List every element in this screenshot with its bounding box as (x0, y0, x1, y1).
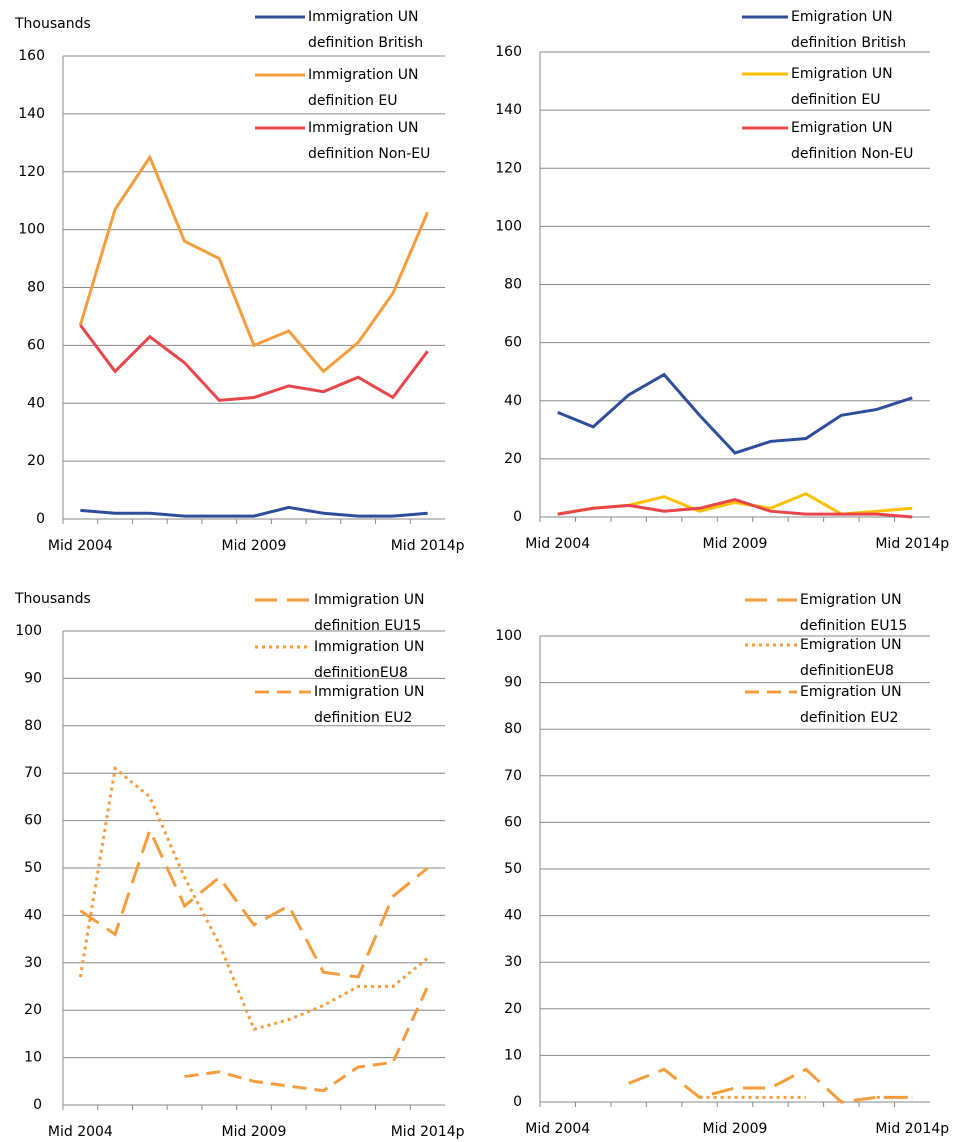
y-tick-label: 160 (495, 44, 522, 60)
x-tick-label: Mid 2009 (703, 1121, 768, 1137)
y-tick-label: 60 (24, 813, 42, 829)
legend-label: Emigration UN definitionEU8 (800, 637, 902, 679)
y-tick-label: 80 (504, 721, 522, 737)
y-tick-label: 70 (504, 768, 522, 784)
y-tick-label: 140 (18, 106, 45, 122)
legend-label: Emigration UN definition EU15 (800, 592, 908, 634)
legend-entry: Immigration UN definition Non-EU (308, 120, 431, 162)
y-tick-label: 50 (24, 860, 42, 876)
y-tick-label: 40 (504, 908, 522, 924)
legend-label: Immigration UN definition EU15 (314, 592, 425, 634)
series-line (557, 498, 913, 519)
legend-label: Emigration UN definition EU2 (800, 684, 902, 726)
y-tick-label: 0 (513, 1094, 522, 1110)
legend-entry: Emigration UN definition Non-EU (791, 120, 914, 162)
legend-label: Emigration UN definition British (791, 9, 907, 51)
y-axis-label: Thousands (14, 16, 91, 32)
x-tick-label: Mid 2004 (48, 538, 113, 554)
y-tick-label: 80 (504, 277, 522, 293)
legend-entry: Immigration UN definition EU15 (314, 592, 425, 634)
legend-entry: Immigration UN definition British (308, 9, 424, 51)
legend-entry: Emigration UN definitionEU8 (800, 637, 902, 679)
legend-label: Immigration UN definition Non-EU (308, 120, 431, 162)
y-axis-label: Thousands (14, 591, 91, 607)
legend-label: Immigration UN definition EU2 (314, 684, 425, 726)
y-tick-label: 90 (24, 670, 42, 686)
y-tick-label: 30 (24, 955, 42, 971)
legend-entry: Emigration UN definition British (791, 9, 907, 51)
y-tick-label: 20 (504, 1001, 522, 1017)
y-tick-label: 140 (495, 102, 522, 118)
series-line (79, 324, 429, 402)
y-tick-label: 0 (33, 1097, 42, 1113)
y-tick-label: 40 (24, 907, 42, 923)
x-tick-label: Mid 2014p (875, 1121, 949, 1137)
y-tick-label: 20 (24, 1002, 42, 1018)
series-line (184, 985, 429, 1093)
series-line (628, 1067, 913, 1104)
legend-entry: Immigration UN definitionEU8 (314, 639, 425, 681)
y-tick-label: 90 (504, 675, 522, 691)
y-tick-label: 120 (18, 164, 45, 180)
y-tick-label: 20 (504, 451, 522, 467)
x-tick-label: Mid 2009 (703, 536, 768, 552)
y-tick-label: 60 (504, 335, 522, 351)
x-tick-label: Mid 2009 (222, 538, 287, 554)
y-tick-label: 100 (495, 218, 522, 234)
y-tick-label: 0 (513, 509, 522, 525)
legend-label: Immigration UN definitionEU8 (314, 639, 425, 681)
x-tick-label: Mid 2004 (525, 1121, 590, 1137)
y-tick-label: 160 (18, 48, 45, 64)
x-tick-label: Mid 2014p (391, 1124, 465, 1140)
legend-entry: Immigration UN definition EU (308, 67, 419, 109)
legend-entry: Emigration UN definition EU15 (800, 592, 908, 634)
series-line (557, 372, 913, 455)
x-tick-label: Mid 2014p (875, 536, 949, 552)
y-tick-label: 10 (24, 1050, 42, 1066)
y-tick-label: 70 (24, 765, 42, 781)
y-tick-label: 30 (504, 954, 522, 970)
y-tick-label: 60 (27, 337, 45, 353)
series-line (78, 154, 430, 374)
legend-label: Immigration UN definition EU (308, 67, 419, 109)
y-tick-label: 40 (27, 395, 45, 411)
legend-entry: Emigration UN definition EU (791, 66, 893, 108)
series-line (557, 492, 913, 516)
y-tick-label: 100 (15, 623, 42, 639)
y-tick-label: 10 (504, 1047, 522, 1063)
legend-entry: Immigration UN definition EU2 (314, 684, 425, 726)
y-tick-label: 80 (24, 718, 42, 734)
y-tick-label: 100 (18, 222, 45, 238)
x-tick-label: Mid 2009 (222, 1124, 287, 1140)
legend-label: Immigration UN definition British (308, 9, 424, 51)
y-tick-label: 20 (27, 453, 45, 469)
x-tick-label: Mid 2004 (525, 536, 590, 552)
series-line (78, 765, 429, 1031)
x-tick-label: Mid 2004 (48, 1124, 113, 1140)
y-tick-label: 0 (36, 511, 45, 527)
y-tick-label: 50 (504, 861, 522, 877)
y-tick-label: 120 (495, 160, 522, 176)
legend-label: Emigration UN definition Non-EU (791, 120, 914, 162)
y-tick-label: 80 (27, 280, 45, 296)
series-line (80, 505, 428, 518)
series-line (79, 825, 429, 979)
y-tick-label: 60 (504, 814, 522, 830)
y-tick-label: 100 (495, 628, 522, 644)
legend-entry: Emigration UN definition EU2 (800, 684, 902, 726)
y-tick-label: 40 (504, 393, 522, 409)
legend-label: Emigration UN definition EU (791, 66, 893, 108)
x-tick-label: Mid 2014p (391, 538, 465, 554)
